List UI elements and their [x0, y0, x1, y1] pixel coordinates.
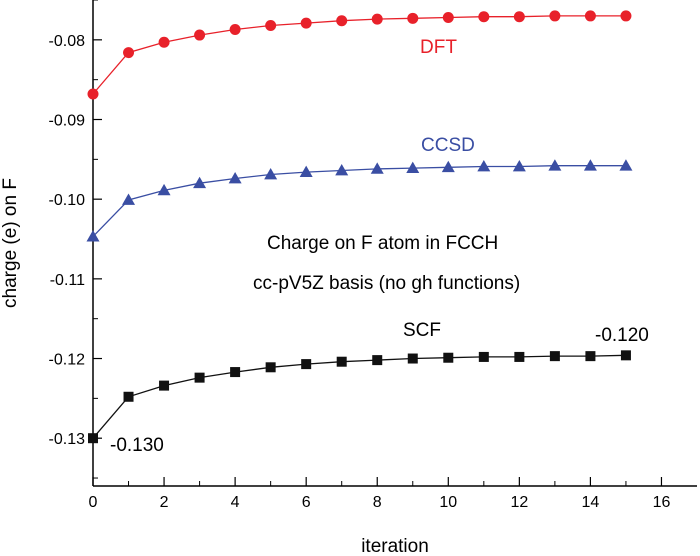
x-tick-label: 0 [89, 494, 98, 511]
y-tick-label: -0.13 [49, 431, 86, 448]
data-point-scf [301, 359, 312, 370]
data-point-scf [159, 380, 170, 391]
data-point-ccsd [122, 193, 136, 205]
data-point-scf [443, 352, 454, 363]
data-point-dft [336, 15, 348, 27]
data-point-ccsd [157, 183, 171, 196]
series-label-dft: DFT [420, 37, 457, 58]
x-tick-label: 8 [373, 494, 382, 511]
y-tick-label: -0.09 [49, 113, 86, 130]
data-point-ccsd [583, 159, 597, 171]
series-line-scf [92, 354, 626, 439]
data-point-ccsd [228, 171, 242, 184]
data-point-scf [265, 362, 276, 373]
data-point-scf [336, 356, 347, 367]
y-tick-label: -0.08 [49, 33, 86, 50]
data-point-ccsd [86, 230, 100, 242]
x-tick-label: 16 [653, 494, 671, 511]
data-point-dft [194, 29, 206, 41]
data-point-scf [88, 433, 98, 444]
data-point-dft [87, 88, 99, 100]
data-point-scf [585, 351, 596, 362]
x-axis-title: iteration [361, 536, 429, 556]
x-tick-label: 2 [160, 494, 169, 511]
data-point-scf [407, 353, 418, 364]
data-point-dft [549, 10, 561, 22]
value-label-start: -0.130 [110, 435, 164, 456]
data-point-scf [478, 351, 489, 362]
data-point-dft [158, 36, 170, 48]
x-tick-label: 10 [439, 494, 457, 511]
data-point-dft [371, 13, 383, 25]
data-point-scf [123, 391, 134, 402]
data-point-dft [478, 11, 490, 23]
data-point-ccsd [512, 160, 526, 172]
data-point-dft [584, 10, 596, 22]
y-tick-label: -0.10 [49, 192, 86, 209]
series-line-dft [92, 15, 626, 95]
data-point-ccsd [264, 167, 278, 180]
data-point-ccsd [441, 160, 455, 173]
value-label-end: -0.120 [595, 325, 649, 346]
data-point-scf [514, 351, 525, 362]
data-point-dft [265, 19, 277, 31]
data-point-ccsd [335, 163, 349, 176]
y-tick-label: -0.12 [49, 352, 86, 369]
series-line-ccsd [92, 165, 626, 238]
data-point-ccsd [299, 165, 313, 177]
data-point-dft [620, 10, 632, 22]
data-point-ccsd [477, 160, 491, 172]
data-point-ccsd [406, 161, 420, 173]
data-point-dft [229, 23, 241, 35]
data-point-ccsd [548, 159, 562, 171]
series-label-ccsd: CCSD [421, 135, 475, 156]
series-label-scf: SCF [403, 320, 441, 341]
data-point-scf [230, 367, 241, 378]
y-tick-label: -0.11 [50, 272, 85, 289]
data-point-dft [407, 12, 419, 24]
data-point-dft [123, 47, 135, 59]
data-point-dft [300, 17, 312, 29]
x-tick-label: 4 [231, 494, 240, 511]
x-tick-label: 14 [582, 494, 600, 511]
data-point-ccsd [619, 159, 633, 171]
annotation-title: Charge on F atom in FCCH [267, 233, 498, 254]
data-point-ccsd [193, 176, 207, 189]
annotation-basis: cc-pV5Z basis (no gh functions) [253, 273, 520, 294]
data-point-scf [194, 372, 205, 383]
x-tick-label: 6 [302, 494, 311, 511]
data-point-dft [442, 12, 454, 24]
y-axis-title: charge (e) on F [0, 178, 21, 308]
data-point-scf [549, 351, 560, 362]
data-point-scf [372, 355, 383, 366]
data-point-dft [513, 11, 525, 23]
data-point-ccsd [370, 162, 384, 174]
x-tick-label: 12 [510, 494, 528, 511]
data-point-scf [620, 350, 631, 361]
axes: 0 2 4 6 8 10 12 14 16 -0.13 -0.12 -0.11 -0.10 -0.09 -0… [49, 0, 697, 511]
series-group [86, 10, 633, 444]
